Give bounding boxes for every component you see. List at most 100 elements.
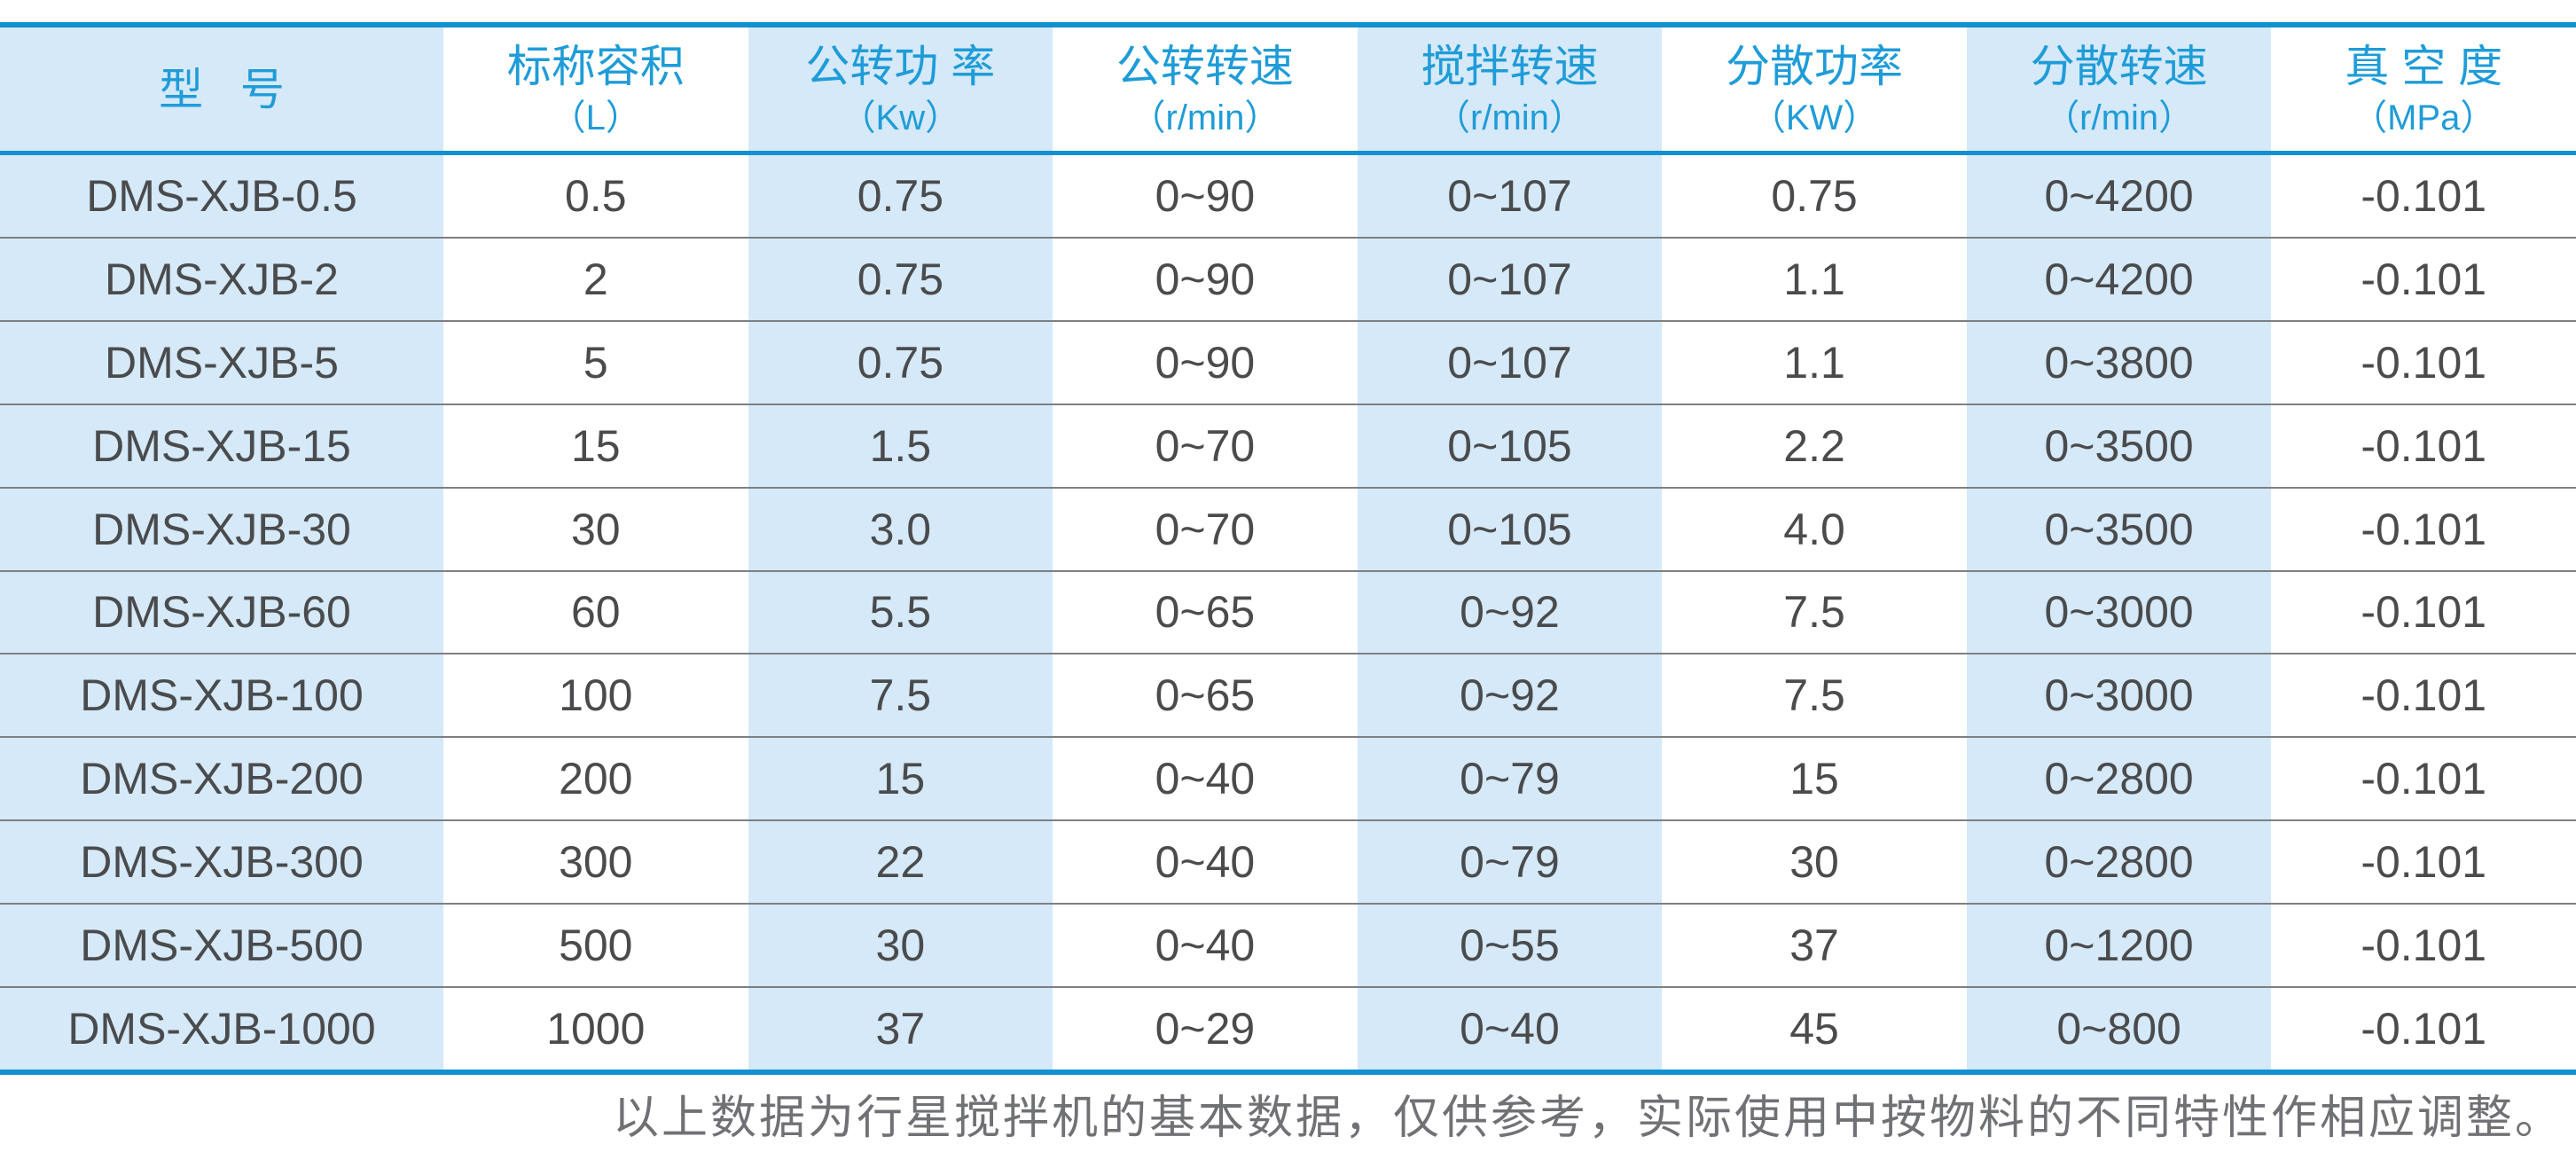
cell-revolution-power: 0.75 — [748, 321, 1053, 404]
cell-vacuum-degree: -0.101 — [2361, 587, 2487, 638]
column-header-title: 分散转速 — [2030, 41, 2208, 91]
cell-dispersion-speed: 0~4200 — [1966, 155, 2272, 237]
cell-revolution-power: 22 — [748, 821, 1053, 904]
column-header-unit: （r/min） — [1435, 98, 1585, 137]
cell-revolution-speed: 0~90 — [1155, 170, 1256, 221]
cell-model: DMS-XJB-15 — [0, 404, 443, 487]
cell-revolution-speed: 0~70 — [1155, 420, 1256, 471]
cell-dispersion-power: 45 — [1789, 1004, 1839, 1054]
column-header-title: 型 号 — [159, 64, 285, 114]
top-margin — [0, 0, 2576, 22]
cell-revolution-speed: 0~29 — [1155, 1004, 1256, 1054]
cell-dispersion-speed: 0~3500 — [1966, 488, 2272, 570]
column-header-title: 公转功 率 — [805, 41, 996, 91]
table-row: DMS-XJB-200 200 15 0~40 0~79 15 0~2800 -0.101 — [0, 736, 2576, 820]
table-row: DMS-XJB-15 15 1.5 0~70 0~105 2.2 0~3500 -0.101 — [0, 403, 2576, 487]
table-row: DMS-XJB-0.5 0.5 0.75 0~90 0~107 0.75 0~4200 -0.… — [0, 155, 2576, 237]
cell-vacuum-degree: -0.101 — [2361, 504, 2487, 554]
table-top-border — [0, 22, 2576, 27]
cell-revolution-power: 7.5 — [748, 654, 1053, 737]
table-row: DMS-XJB-60 60 5.5 0~65 0~92 7.5 0~3000 -0.101 — [0, 569, 2576, 654]
cell-stirring-speed: 0~79 — [1357, 821, 1663, 904]
cell-model: DMS-XJB-200 — [0, 738, 443, 820]
cell-model: DMS-XJB-300 — [0, 821, 443, 904]
table-row: DMS-XJB-1000 1000 37 0~29 0~40 45 0~800 -0.101 — [0, 986, 2576, 1070]
column-header-vacuum-degree: 真 空 度 （MPa） — [2271, 27, 2576, 151]
cell-dispersion-speed: 0~2800 — [1966, 738, 2272, 820]
cell-revolution-power: 0.75 — [748, 155, 1053, 237]
cell-stirring-speed: 0~107 — [1357, 321, 1663, 404]
cell-dispersion-power: 0.75 — [1771, 170, 1858, 221]
cell-revolution-speed: 0~65 — [1155, 587, 1256, 638]
cell-nominal-capacity: 0.5 — [565, 170, 627, 221]
cell-stirring-speed: 0~107 — [1357, 238, 1663, 320]
cell-dispersion-power: 15 — [1789, 754, 1839, 804]
cell-nominal-capacity: 200 — [559, 754, 633, 804]
cell-vacuum-degree: -0.101 — [2361, 170, 2487, 221]
table-row: DMS-XJB-100 100 7.5 0~65 0~92 7.5 0~3000 -0.101 — [0, 653, 2576, 737]
cell-revolution-speed: 0~40 — [1155, 921, 1256, 971]
column-header-title: 公转转速 — [1116, 41, 1294, 91]
cell-dispersion-power: 7.5 — [1783, 587, 1845, 638]
cell-nominal-capacity: 5 — [583, 337, 608, 388]
cell-model: DMS-XJB-1000 — [0, 988, 443, 1070]
cell-nominal-capacity: 60 — [570, 587, 621, 638]
column-header-title: 分散功率 — [1726, 41, 1904, 91]
cell-stirring-speed: 0~92 — [1357, 654, 1663, 737]
cell-dispersion-power: 7.5 — [1783, 670, 1845, 721]
column-header-title: 标称容积 — [506, 41, 685, 91]
cell-nominal-capacity: 1000 — [546, 1004, 646, 1054]
cell-vacuum-degree: -0.101 — [2361, 921, 2487, 971]
cell-revolution-power: 3.0 — [748, 488, 1053, 570]
cell-revolution-power: 37 — [748, 988, 1053, 1070]
cell-model: DMS-XJB-30 — [0, 488, 443, 570]
column-header-title: 真 空 度 — [2345, 41, 2503, 91]
column-header-dispersion-power: 分散功率 （KW） — [1662, 27, 1967, 151]
cell-model: DMS-XJB-5 — [0, 321, 443, 404]
cell-revolution-power: 1.5 — [748, 404, 1053, 487]
column-header-stirring-speed: 搅拌转速 （r/min） — [1357, 27, 1663, 151]
cell-revolution-speed: 0~40 — [1155, 754, 1256, 804]
column-header-model: 型 号 — [0, 27, 443, 151]
table-row: DMS-XJB-5 5 0.75 0~90 0~107 1.1 0~3800 -0.101 — [0, 319, 2576, 404]
cell-model: DMS-XJB-0.5 — [0, 155, 443, 237]
cell-stirring-speed: 0~55 — [1357, 905, 1663, 987]
cell-stirring-speed: 0~105 — [1357, 488, 1663, 570]
column-header-unit: （r/min） — [1130, 98, 1280, 137]
cell-model: DMS-XJB-100 — [0, 654, 443, 737]
cell-dispersion-speed: 0~3800 — [1966, 321, 2272, 404]
table-row: DMS-XJB-30 30 3.0 0~70 0~105 4.0 0~3500 -0.101 — [0, 486, 2576, 570]
cell-dispersion-power: 30 — [1789, 837, 1839, 888]
cell-nominal-capacity: 300 — [559, 837, 633, 888]
table-row: DMS-XJB-300 300 22 0~40 0~79 30 0~2800 -0.101 — [0, 819, 2576, 904]
cell-revolution-power: 0.75 — [748, 238, 1053, 320]
cell-stirring-speed: 0~92 — [1357, 571, 1663, 654]
column-header-unit: （r/min） — [2044, 98, 2195, 137]
column-header-unit: （L） — [550, 98, 641, 137]
cell-vacuum-degree: -0.101 — [2361, 337, 2487, 388]
column-header-nominal-capacity: 标称容积 （L） — [443, 27, 748, 151]
cell-vacuum-degree: -0.101 — [2361, 670, 2487, 721]
column-header-unit: （MPa） — [2352, 98, 2496, 137]
cell-dispersion-speed: 0~4200 — [1966, 238, 2272, 320]
cell-model: DMS-XJB-2 — [0, 238, 443, 320]
table-row: DMS-XJB-500 500 30 0~40 0~55 37 0~1200 -0.101 — [0, 903, 2576, 987]
cell-vacuum-degree: -0.101 — [2361, 837, 2487, 888]
cell-stirring-speed: 0~40 — [1357, 988, 1663, 1070]
cell-revolution-speed: 0~90 — [1155, 254, 1256, 304]
cell-nominal-capacity: 500 — [559, 921, 633, 971]
cell-dispersion-power: 1.1 — [1783, 337, 1845, 388]
header-divider-rule — [0, 151, 2576, 155]
cell-vacuum-degree: -0.101 — [2361, 254, 2487, 304]
cell-stirring-speed: 0~107 — [1357, 155, 1663, 237]
footnote-area: 以上数据为行星搅拌机的基本数据，仅供参考，实际使用中按物料的不同特性作相应调整。 — [0, 1075, 2576, 1152]
cell-dispersion-power: 37 — [1789, 921, 1839, 971]
cell-dispersion-power: 4.0 — [1783, 504, 1845, 554]
table-body: DMS-XJB-0.5 0.5 0.75 0~90 0~107 0.75 0~4200 -0.… — [0, 155, 2576, 1070]
cell-stirring-speed: 0~105 — [1357, 404, 1663, 487]
column-header-unit: （KW） — [1750, 98, 1879, 137]
cell-dispersion-speed: 0~2800 — [1966, 821, 2272, 904]
table-bottom-border — [0, 1070, 2576, 1075]
cell-dispersion-speed: 0~1200 — [1966, 905, 2272, 987]
cell-model: DMS-XJB-500 — [0, 905, 443, 987]
